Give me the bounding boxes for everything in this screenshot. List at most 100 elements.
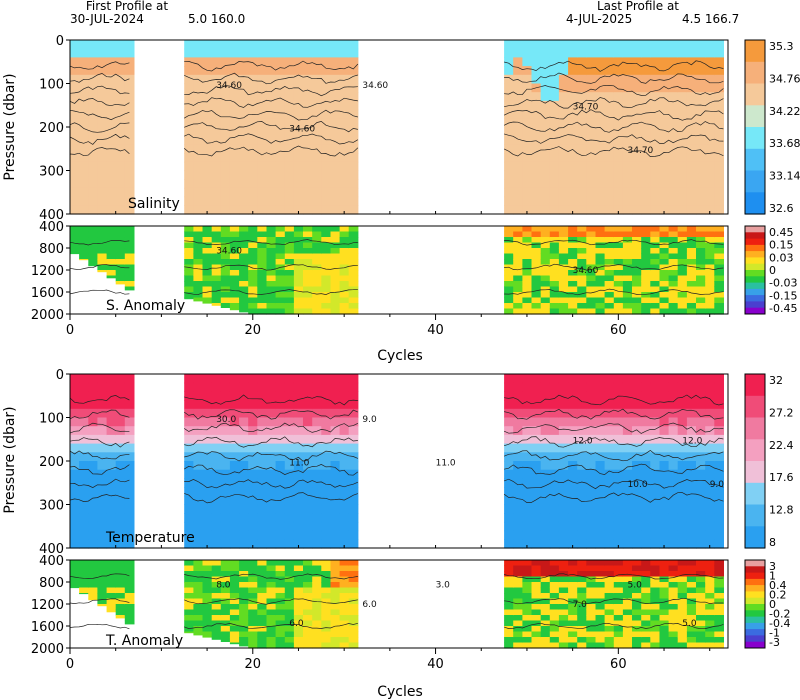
temperature-cell — [211, 417, 222, 427]
temperature-cell — [558, 400, 569, 410]
tanom-cell — [632, 571, 642, 578]
salinity-cell — [88, 57, 98, 67]
sanom-cell — [284, 308, 295, 315]
sanom-cell — [220, 231, 231, 238]
temperature-cell — [586, 434, 596, 445]
salinity-cell — [106, 153, 117, 163]
sanom-cell — [220, 270, 231, 277]
salinity-cell — [321, 83, 331, 93]
salinity-cell — [124, 74, 135, 85]
temperature-contour — [503, 449, 724, 462]
temperature-cell — [257, 513, 267, 523]
temperature-cell — [97, 521, 108, 532]
salinity-cell — [88, 92, 98, 102]
tanom-cell — [229, 576, 240, 583]
sanom-cell — [595, 297, 606, 304]
temperature-cell — [303, 434, 313, 445]
salinity-cell — [321, 40, 331, 50]
temperature-cell — [714, 530, 724, 540]
tanom-cell — [115, 615, 126, 619]
tanom-colorbar-label: 1 — [769, 570, 776, 583]
sanom-xtick-label: 0 — [66, 323, 74, 338]
temperature-cell — [568, 452, 578, 462]
temperature-cell — [303, 504, 313, 514]
tanom-cell — [540, 642, 551, 649]
sanom-cell — [586, 264, 596, 271]
temperature-cell — [668, 513, 679, 523]
sanom-cell — [677, 281, 688, 288]
salinity-colorbar-swatch — [745, 192, 765, 215]
salinity-cell — [595, 92, 606, 102]
temperature-cell — [193, 521, 204, 532]
sanom-cell — [202, 264, 213, 271]
salinity-cell — [577, 74, 587, 85]
sanom-cell — [677, 303, 688, 310]
sanom-cell — [677, 286, 688, 293]
sanom-cell — [303, 275, 313, 282]
temperature-cell — [239, 417, 249, 427]
tanom-cell — [705, 560, 715, 567]
temperature-cell — [577, 469, 587, 479]
salinity-cell — [124, 135, 135, 145]
temperature-cell — [239, 495, 249, 506]
sanom-cell — [193, 275, 204, 282]
temperature-cell — [248, 504, 258, 514]
tanom-cell — [714, 626, 724, 633]
temperature-cell — [303, 426, 313, 436]
temperature-cell — [558, 478, 569, 488]
sanom-cell — [97, 253, 108, 260]
sanom-cell — [577, 275, 587, 282]
tanom-colorbar-label: -0.4 — [769, 617, 790, 630]
salinity-cell — [303, 127, 313, 137]
tanom-cell — [257, 571, 267, 578]
salinity-cell — [193, 109, 204, 119]
sanom-cell — [595, 237, 606, 244]
temperature-cell — [650, 434, 660, 445]
tanom-contour-label: 7.0 — [573, 600, 588, 610]
salinity-cell — [303, 66, 313, 76]
temperature-cell — [659, 530, 670, 540]
salinity-cell — [577, 57, 587, 67]
temperature-cell — [650, 417, 660, 427]
sanom-cell — [312, 231, 322, 238]
temperature-cell — [568, 469, 578, 479]
sanom-cell — [613, 281, 624, 288]
salinity-ytick-label: 200 — [39, 121, 64, 136]
temperature-cell — [184, 495, 194, 506]
sanom-cell — [184, 253, 194, 260]
salinity-cell — [613, 118, 624, 128]
salinity-cell — [677, 161, 688, 172]
salinity-cell — [504, 57, 514, 67]
salinity-cell — [330, 48, 341, 58]
temperature-cell — [88, 487, 98, 497]
sanom-cell — [266, 286, 277, 293]
salinity-cell — [284, 205, 295, 215]
temperature-cell — [513, 426, 523, 436]
temperature-cell — [211, 391, 222, 401]
tanom-cell — [641, 609, 651, 616]
temperature-cell — [339, 408, 350, 419]
tanom-cell — [522, 587, 533, 594]
tanom-cell — [668, 598, 679, 605]
salinity-cell — [284, 66, 295, 76]
tanom-cell — [275, 620, 286, 627]
tanom-cell — [513, 626, 523, 633]
temperature-cell — [659, 495, 670, 506]
salinity-cell — [266, 170, 277, 180]
salinity-cell — [348, 161, 359, 172]
temperature-cell — [714, 417, 724, 427]
sanom-cell — [632, 270, 642, 277]
salinity-cell — [303, 92, 313, 102]
tanom-cell — [330, 565, 341, 572]
temperature-cell — [303, 391, 313, 401]
sanom-cell — [79, 242, 89, 249]
salinity-cell — [604, 118, 615, 128]
temperature-cell — [714, 539, 724, 549]
salinity-cell — [568, 118, 578, 128]
temperature-cell — [193, 408, 204, 419]
temperature-cell — [312, 478, 322, 488]
tanom-cell — [220, 582, 231, 589]
sanom-colorbar-swatch — [745, 282, 765, 290]
sanom-colorbar-swatch — [745, 295, 765, 302]
salinity-cell — [504, 144, 514, 154]
